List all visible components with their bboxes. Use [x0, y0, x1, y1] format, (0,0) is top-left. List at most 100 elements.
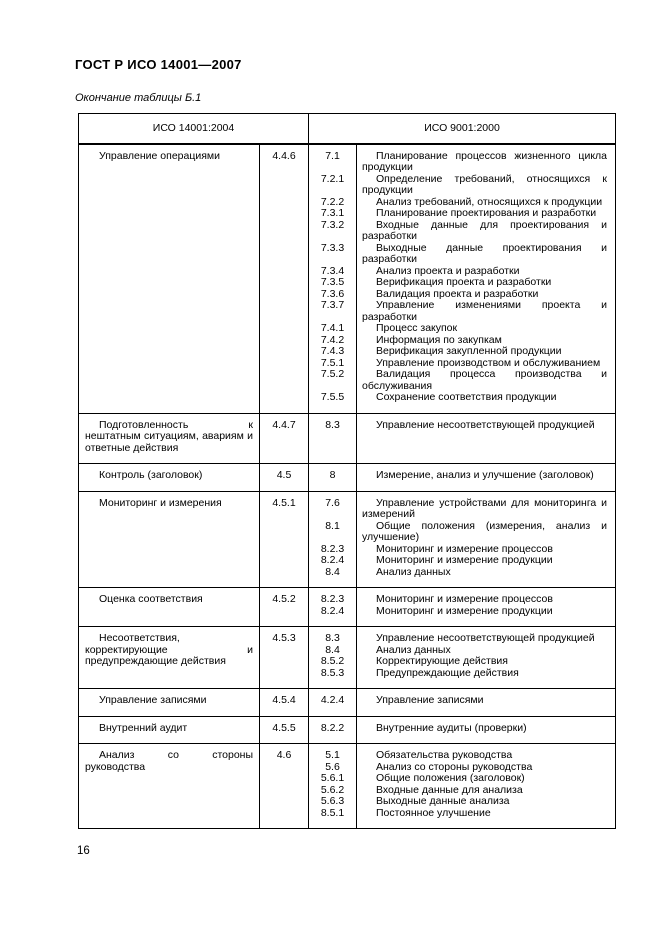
iso14001-clause-title: Управление операциями: [78, 143, 260, 414]
iso9001-clause-title: Анализ со стороны руководства: [376, 760, 533, 773]
iso14001-clause-number: 4.4.6: [259, 143, 309, 414]
iso9001-clause-title: Анализ требований, относящихся к продукц…: [376, 195, 603, 208]
page-number: 16: [77, 845, 90, 857]
iso9001-clause-title: Верификация проекта и разработки: [376, 276, 552, 288]
iso9001-entry: 7.4.1 Процесс закупок: [309, 322, 615, 335]
iso14001-clause-number: 4.5.4: [259, 688, 309, 717]
iso9001-entry: 8.5.3 Предупреждающие действия: [309, 666, 615, 680]
iso9001-clause-title: Валидация проекта и разработки: [376, 287, 539, 300]
iso9001-entry: 8.5.2 Корректирующие действия: [309, 655, 615, 668]
iso9001-entries-cell: 7.6 Управление устройствами для монитори…: [308, 490, 616, 588]
iso9001-clause-number: 7.4.3: [320, 345, 345, 357]
iso9001-clause-title: Мониторинг и измерение продукции: [376, 554, 553, 566]
iso14001-clause-title: Контроль (заголовок): [78, 463, 260, 492]
iso9001-clause-number: 5.1: [325, 749, 340, 761]
iso9001-entry: 8.3 Управление несоответствующей продукц…: [309, 632, 615, 645]
iso14001-clause-number: 4.5.5: [259, 715, 309, 744]
iso9001-clause-number: 8.5.1: [320, 806, 345, 819]
iso9001-clause-number: 5.6.2: [320, 783, 345, 796]
iso9001-clause-number: 8.5.3: [320, 666, 345, 679]
iso9001-clause-number: 8.4: [325, 643, 340, 656]
iso9001-clause-number: 5.6.1: [320, 772, 345, 784]
iso9001-clause-title: Анализ данных: [376, 565, 451, 578]
iso9001-entry: 7.4.2 Информация по закупкам: [309, 333, 615, 347]
iso9001-clause-title: Измерение, анализ и улучшение (заголовок…: [376, 469, 594, 481]
iso9001-clause-title: Входные данные для проектирования и разр…: [362, 218, 607, 242]
table-row: Мониторинг и измерения 4.5.1 7.6 Управле…: [78, 490, 616, 588]
iso14001-clause-number: 4.5.2: [259, 587, 309, 627]
iso9001-clause-number: 8.1: [325, 519, 340, 532]
iso9001-clause-number: 8.3: [325, 632, 340, 644]
iso9001-entries-cell: 4.2.4 Управление записями: [308, 688, 616, 717]
iso14001-clause-title: Несоответствия, корректирующие и предупр…: [78, 626, 260, 689]
iso9001-clause-number: 7.3.7: [320, 299, 345, 311]
iso9001-entry: 8.1 Общие положения (измерения, анализ и…: [309, 519, 615, 544]
iso9001-clause-title: Анализ данных: [376, 643, 451, 656]
iso9001-clause-title: Управление изменениями проекта и разрабо…: [362, 299, 607, 323]
iso9001-clause-title: Планирование процессов жизненного цикла …: [362, 149, 607, 173]
iso14001-clause-title: Оценка соответствия: [78, 587, 260, 627]
iso9001-clause-title: Анализ проекта и разработки: [376, 264, 520, 277]
iso9001-entry: 8.2.3 Мониторинг и измерение процессов: [309, 543, 615, 556]
iso9001-clause-number: 8.2.4: [320, 554, 345, 566]
iso9001-entry: 8.4 Анализ данных: [309, 565, 615, 579]
iso9001-clause-number: 8.5.2: [320, 655, 345, 667]
iso14001-clause-number: 4.5.3: [259, 626, 309, 689]
iso9001-clause-number: 7.5.5: [320, 391, 345, 403]
table-row: Оценка соответствия 4.5.2 8.2.3 Монитори…: [78, 587, 616, 627]
iso14001-clause-number: 4.4.7: [259, 412, 309, 464]
iso9001-clause-number: 8.2.4: [320, 604, 345, 617]
iso9001-entries-cell: 8 Измерение, анализ и улучшение (заголов…: [308, 463, 616, 492]
iso9001-clause-number: 7.3.2: [320, 218, 345, 231]
iso9001-clause-number: 8: [329, 469, 336, 481]
doc-title: ГОСТ Р ИСО 14001—2007: [75, 57, 242, 72]
iso9001-clause-title: Верификация закупленной продукции: [376, 345, 562, 357]
table-row: Несоответствия, корректирующие и предупр…: [78, 626, 616, 689]
table-row: Подготовленность к нештатным ситуациям, …: [78, 412, 616, 464]
iso9001-entry: 8.2.4 Мониторинг и измерение продукции: [309, 554, 615, 567]
iso14001-clause-title: Мониторинг и измерения: [78, 490, 260, 588]
iso9001-clause-number: 7.4.2: [320, 333, 345, 346]
iso14001-clause-title: Внутренний аудит: [78, 715, 260, 744]
iso9001-clause-number: 7.1: [325, 149, 340, 162]
iso14001-clause-number: 4.5.1: [259, 490, 309, 588]
iso9001-entry: 7.4.3 Верификация закупленной продукции: [309, 345, 615, 358]
iso9001-clause-title: Входные данные для анализа: [376, 783, 523, 796]
table-header-row: ИСО 14001:2004 ИСО 9001:2000: [78, 113, 616, 145]
iso9001-clause-title: Управление производством и обслуживанием: [376, 356, 601, 369]
table-row: Контроль (заголовок) 4.5 8 Измерение, ан…: [78, 463, 616, 492]
iso9001-entry: 7.5.2 Валидация процесса производства и …: [309, 368, 615, 392]
iso9001-entries-cell: 7.1 Планирование процессов жизненного ци…: [308, 143, 616, 414]
iso9001-entry: 7.3.3 Выходные данные проектирования и р…: [309, 242, 615, 266]
iso9001-clause-title: Управление несоответствующей продукцией: [376, 632, 595, 644]
iso9001-clause-number: 8.3: [325, 418, 340, 431]
iso9001-entry: 7.3.1 Планирование проектирования и разр…: [309, 207, 615, 220]
iso9001-clause-title: Внутренние аудиты (проверки): [376, 721, 527, 734]
iso9001-clause-title: Общие положения (измерения, анализ и улу…: [362, 519, 607, 543]
iso9001-clause-title: Мониторинг и измерение продукции: [376, 604, 553, 617]
iso9001-clause-number: 4.2.4: [320, 694, 345, 706]
iso9001-clause-number: 8.2.2: [320, 721, 345, 734]
iso9001-clause-title: Планирование проектирования и разработки: [376, 207, 597, 219]
iso9001-entry: 7.5.1 Управление производством и обслужи…: [309, 356, 615, 370]
iso9001-entry: 8.2.2 Внутренние аудиты (проверки): [309, 721, 615, 735]
iso9001-entry: 7.3.2 Входные данные для проектирования …: [309, 218, 615, 243]
iso9001-entry: 7.3.4 Анализ проекта и разработки: [309, 264, 615, 278]
iso9001-clause-title: Управление устройствами для мониторинга …: [362, 496, 607, 520]
iso9001-entry: 7.3.7 Управление изменениями проекта и р…: [309, 299, 615, 323]
iso9001-entry: 8.3 Управление несоответствующей продукц…: [309, 418, 615, 432]
iso14001-clause-title: Управление записями: [78, 688, 260, 717]
iso-comparison-table: ИСО 14001:2004 ИСО 9001:2000 Управление …: [78, 113, 616, 829]
iso9001-entry: 7.1 Планирование процессов жизненного ци…: [309, 149, 615, 174]
iso9001-clause-title: Общие положения (заголовок): [376, 772, 525, 784]
iso14001-clause-title: Анализ со стороны руководства: [78, 743, 260, 829]
iso9001-entry: 5.6 Анализ со стороны руководства: [309, 760, 615, 774]
iso9001-entries-cell: 8.3 Управление несоответствующей продукц…: [308, 626, 616, 689]
iso9001-clause-number: 7.2.1: [320, 172, 345, 185]
table-continuation-caption: Окончание таблицы Б.1: [75, 92, 202, 104]
iso9001-entry: 5.6.2 Входные данные для анализа: [309, 783, 615, 797]
iso9001-clause-title: Выходные данные анализа: [376, 795, 510, 807]
iso9001-entry: 5.1 Обязательства руководства: [309, 749, 615, 762]
iso9001-entries-cell: 8.2.2 Внутренние аудиты (проверки): [308, 715, 616, 744]
iso9001-entry: 7.2.1 Определение требований, относящихс…: [309, 172, 615, 197]
